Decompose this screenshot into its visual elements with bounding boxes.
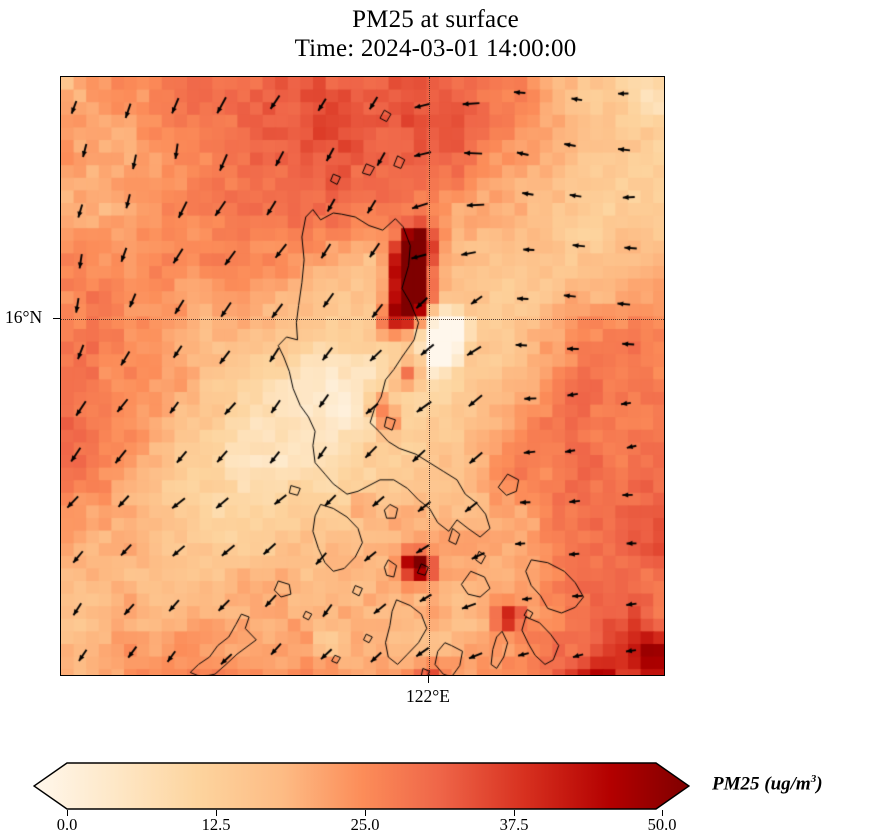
colorbar-title: PM25 (ug/m3) — [712, 773, 823, 795]
tick-mark-longitude — [428, 676, 429, 683]
colorbar-gradient-bar[interactable] — [33, 762, 690, 810]
figure-title-line-2: Time: 2024-03-01 14:00:00 — [294, 34, 577, 62]
colorbar-tick-label: 25.0 — [350, 815, 380, 834]
axis-label-longitude-122e: 122°E — [406, 686, 450, 706]
colorbar-tick-mark — [67, 810, 68, 816]
colorbar-tick-label: 12.5 — [201, 815, 231, 834]
colorbar-tick-mark — [365, 810, 366, 816]
colorbar-tick-label: 50.0 — [647, 815, 677, 834]
figure-title: PM25 at surface Time: 2024-03-01 14:00:0… — [0, 6, 871, 63]
gridline-latitude-16n — [61, 319, 664, 320]
map-plot-area[interactable] — [60, 76, 665, 676]
colorbar-tick-mark — [662, 810, 663, 816]
colorbar-tick-mark — [514, 810, 515, 816]
figure-title-line-1: PM25 at surface — [352, 6, 519, 33]
tick-mark-latitude — [53, 318, 60, 319]
colorbar-tick-group: 0.0 12.5 25.0 37.5 50.0 — [0, 810, 871, 836]
axis-label-latitude-16n: 16°N — [5, 307, 43, 327]
gridline-longitude-122e — [429, 77, 430, 675]
colorbar-tick-mark — [216, 810, 217, 816]
colorbar-tick-label: 0.0 — [56, 815, 78, 834]
colorbar: 0.0 12.5 25.0 37.5 50.0 PM25 (ug/m3) — [0, 756, 871, 836]
wind-vector-quiver — [61, 77, 664, 675]
colorbar-tick-label: 37.5 — [499, 815, 529, 834]
